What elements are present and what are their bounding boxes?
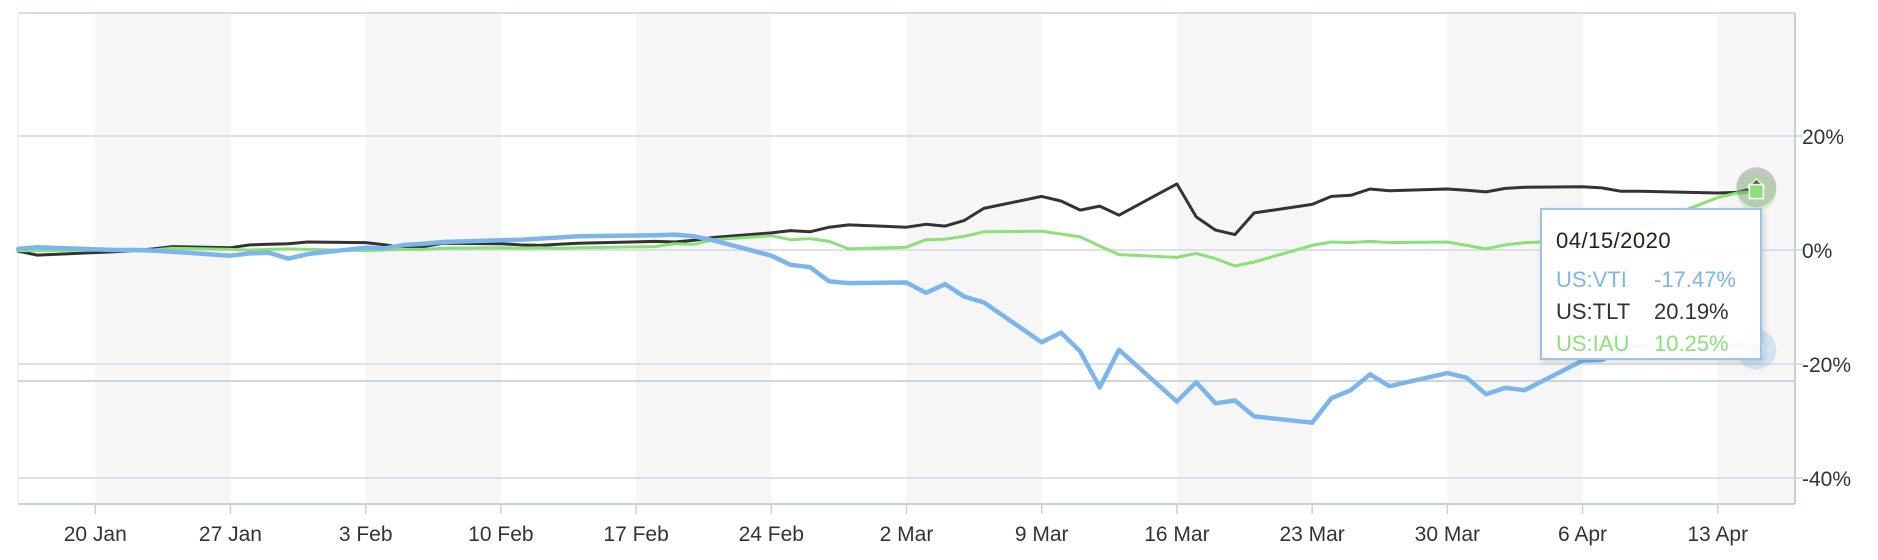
series-line-us-vti [15, 232, 1759, 425]
week-band [95, 13, 231, 504]
series-line-us-tlt [16, 182, 1758, 257]
y-axis: 20% 0% -20% -40% [1795, 126, 1851, 491]
week-band [906, 13, 1042, 504]
x-tick-label: 6 Apr [1558, 523, 1607, 546]
iau-marker[interactable] [1748, 183, 1765, 200]
series-line-us-iau [16, 190, 1758, 268]
x-tick-label: 20 Jan [64, 523, 127, 546]
x-tick-label: 23 Mar [1279, 523, 1344, 546]
x-axis: 20 Jan 27 Jan 3 Feb 10 Feb 17 Feb 24 Feb 2 Mar… [64, 504, 1748, 546]
x-tick-label: 16 Mar [1144, 523, 1209, 546]
tooltip-series-value: 20.19% [1654, 299, 1729, 324]
y-gridlines [18, 135, 1795, 479]
x-tick-label: 27 Jan [199, 523, 262, 546]
week-band [365, 13, 501, 504]
series-lines [15, 182, 1759, 425]
week-band [1176, 13, 1313, 504]
week-band [636, 13, 772, 504]
tooltip-series-value: -17.47% [1654, 267, 1736, 292]
y-tick-label: 20% [1802, 126, 1844, 149]
y-tick-label: -20% [1802, 354, 1851, 377]
x-tick-label: 3 Feb [339, 523, 393, 546]
tooltip-row-iau: US:IAU 10.25% [1556, 328, 1760, 360]
x-tick-label: 9 Mar [1015, 523, 1069, 546]
chart-tooltip: 04/15/2020 US:VTI -17.47% US:TLT 20.19% … [1540, 208, 1762, 360]
tooltip-series-name: US:VTI [1556, 267, 1627, 292]
tooltip-series-name: US:TLT [1556, 299, 1631, 324]
tooltip-row-vti: US:VTI -17.47% [1556, 264, 1760, 296]
tooltip-row-tlt: US:TLT 20.19% [1556, 296, 1760, 328]
x-tick-label: 17 Feb [603, 523, 668, 546]
y-tick-label: 0% [1802, 240, 1832, 263]
x-tick-label: 10 Feb [468, 523, 533, 546]
tooltip-series-value: 10.25% [1654, 331, 1729, 356]
tooltip-date: 04/15/2020 [1556, 228, 1672, 253]
x-tick-label: 13 Apr [1687, 523, 1748, 546]
y-tick-label: -40% [1802, 468, 1851, 491]
x-tick-label: 2 Mar [880, 523, 934, 546]
x-tick-label: 24 Feb [739, 523, 804, 546]
tooltip-series-name: US:IAU [1556, 331, 1630, 356]
x-tick-label: 30 Mar [1415, 523, 1480, 546]
